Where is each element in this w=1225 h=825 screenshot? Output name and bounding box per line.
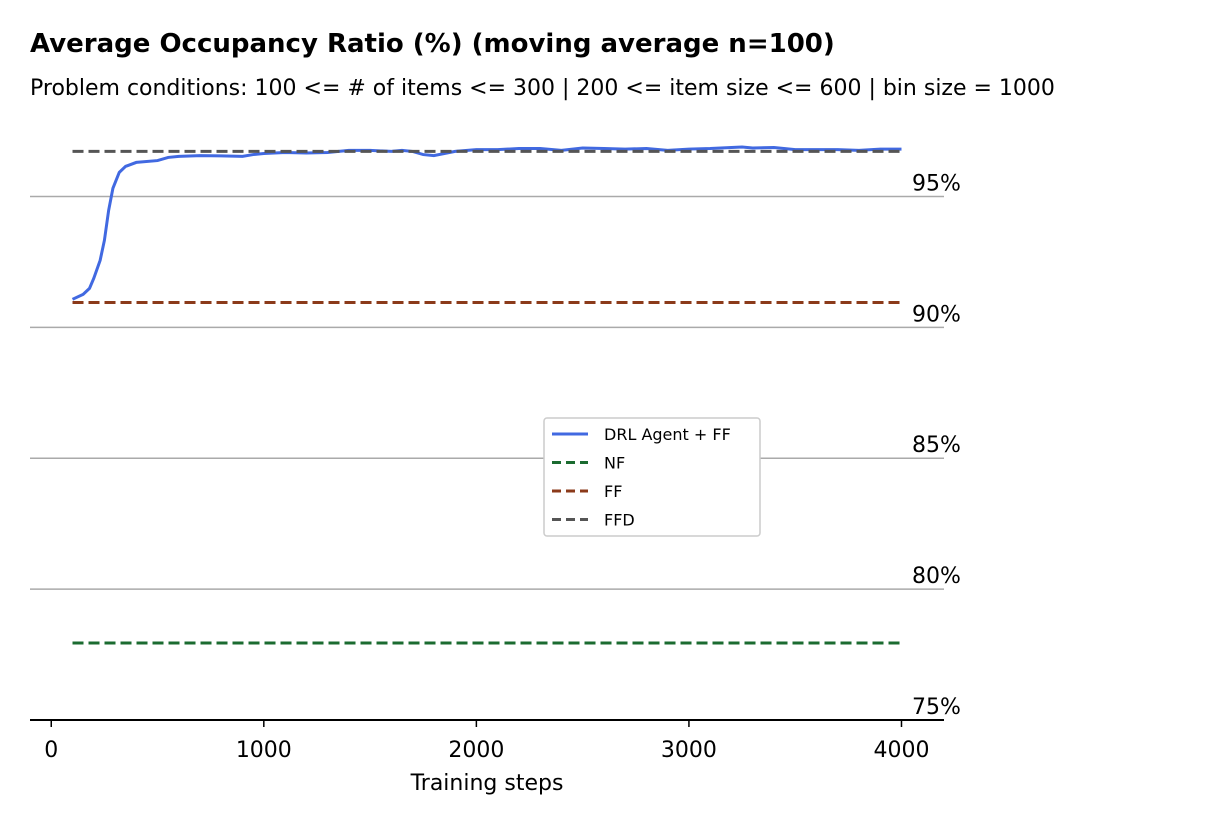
x-axis-label: Training steps <box>410 771 564 796</box>
x-tick-label: 1000 <box>236 738 292 763</box>
series-line <box>71 145 902 301</box>
chart-title: Average Occupancy Ratio (%) (moving aver… <box>30 29 835 59</box>
legend-label: NF <box>604 454 625 473</box>
y-tick-label: 95% <box>912 171 961 196</box>
legend-box <box>543 417 761 537</box>
y-tick-label: 90% <box>912 302 961 327</box>
legend-label: FFD <box>604 511 635 530</box>
y-tick-label: 85% <box>912 433 961 458</box>
x-tick-label: 2000 <box>448 738 504 763</box>
x-tick-label: 3000 <box>661 738 717 763</box>
legend: DRL Agent + FF NF FF FFD <box>543 417 761 537</box>
y-tick-label: 80% <box>912 564 961 589</box>
legend-label: FF <box>604 482 622 501</box>
y-tick-label: 75% <box>912 695 961 720</box>
legend-label: DRL Agent + FF <box>604 425 731 444</box>
x-tick-label: 0 <box>44 738 58 763</box>
x-tick-label: 4000 <box>873 738 929 763</box>
chart-subtitle: Problem conditions: 100 <= # of items <=… <box>30 76 1055 101</box>
